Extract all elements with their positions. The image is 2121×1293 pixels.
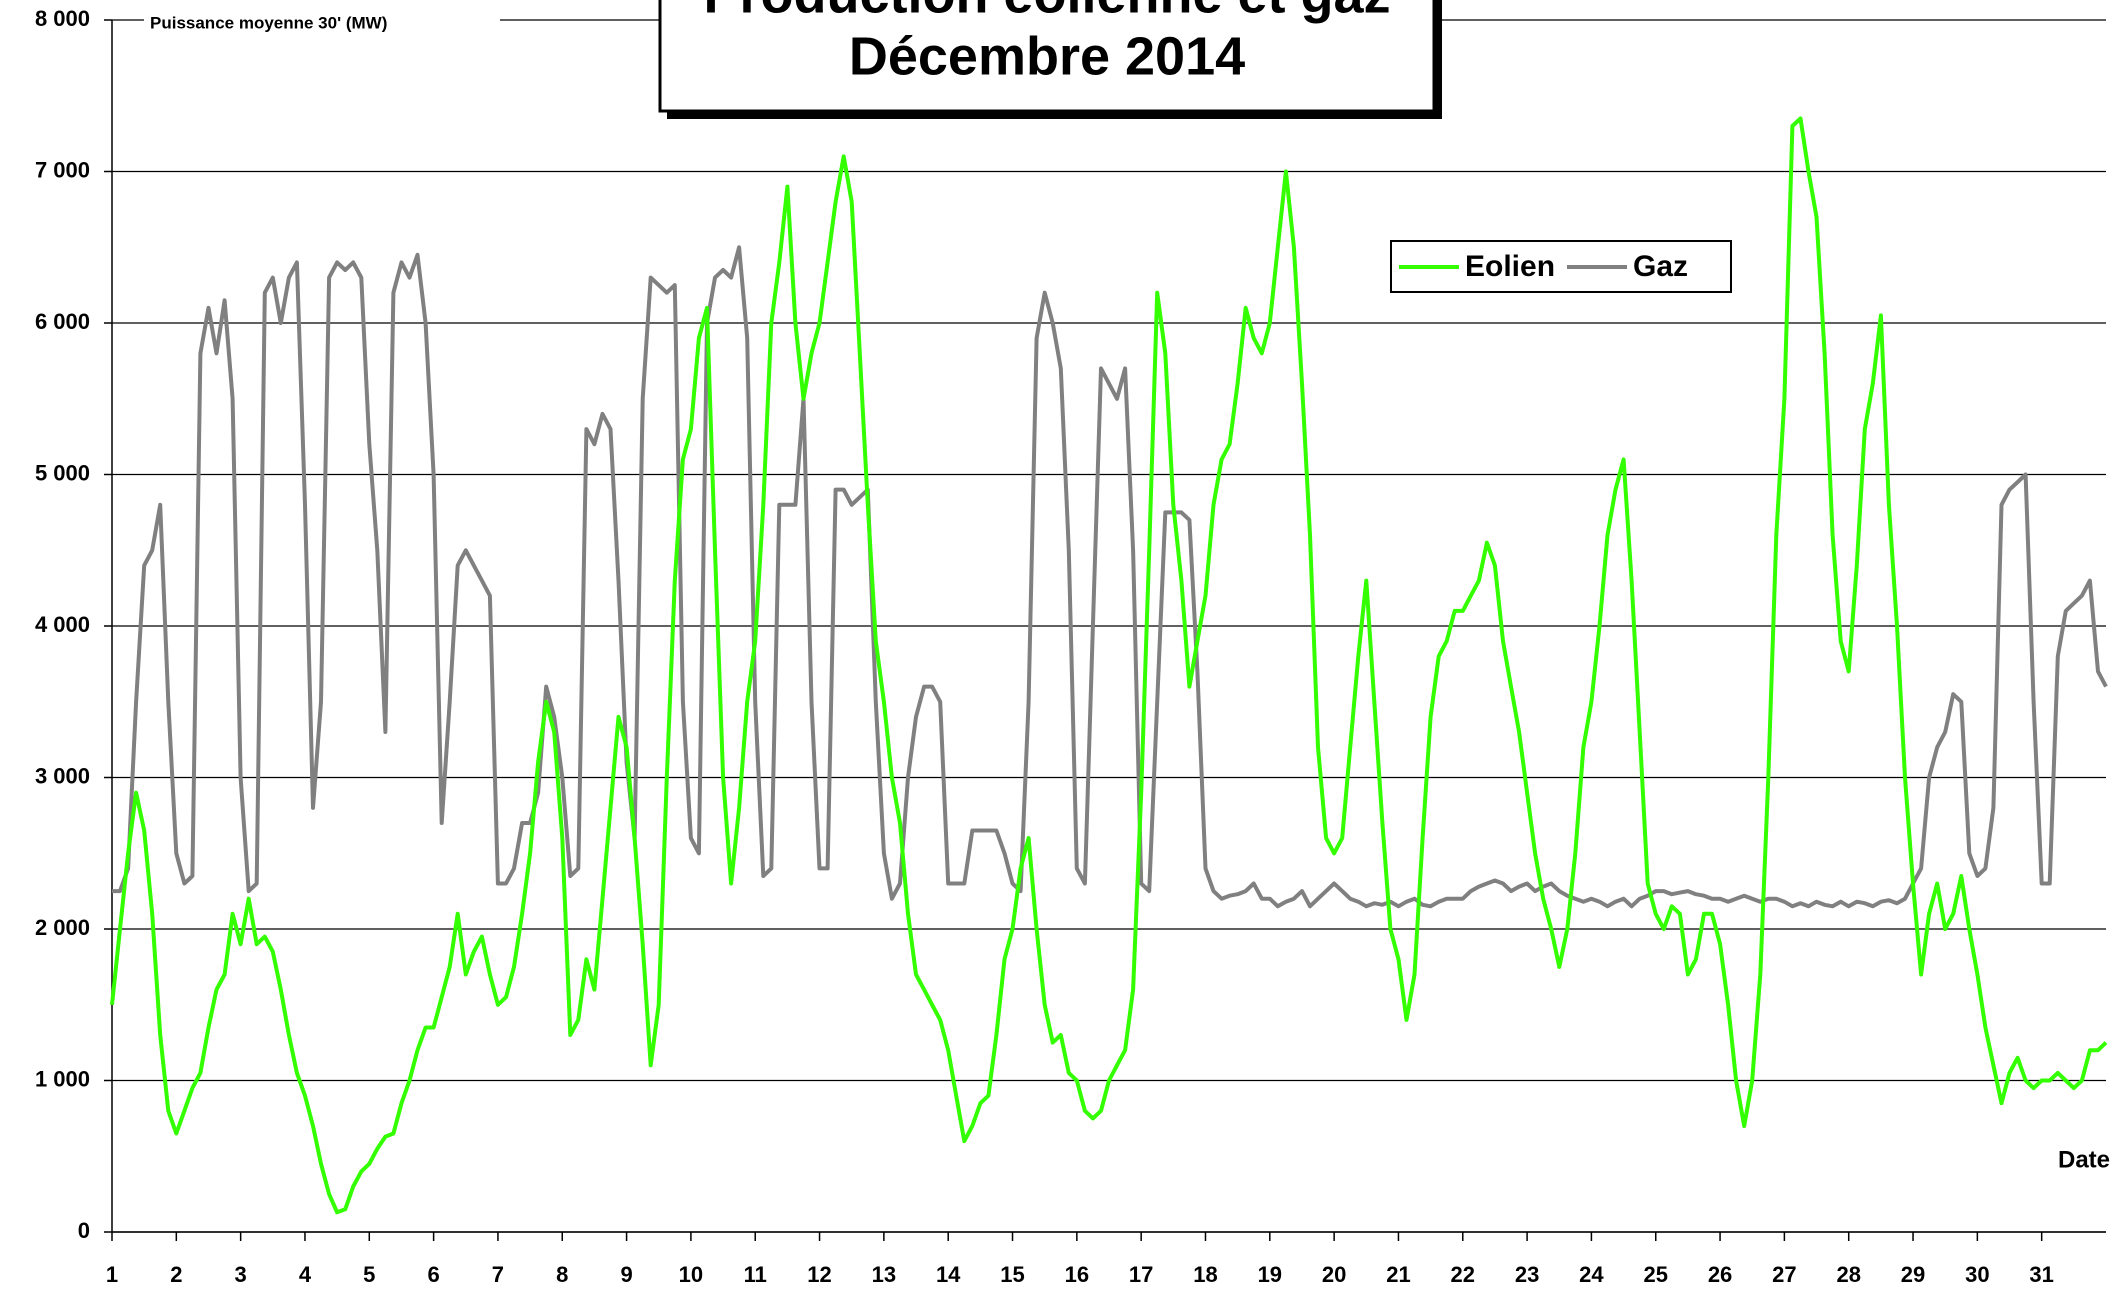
- y-tick-label: 6 000: [35, 309, 90, 334]
- x-tick-label: 14: [936, 1262, 961, 1287]
- x-tick-label: 8: [556, 1262, 568, 1287]
- x-tick-label: 20: [1322, 1262, 1346, 1287]
- x-tick-label: 25: [1643, 1262, 1667, 1287]
- x-tick-label: 15: [1000, 1262, 1024, 1287]
- x-tick-label: 23: [1515, 1262, 1539, 1287]
- y-tick-label: 7 000: [35, 157, 90, 182]
- series-line: [112, 245, 2108, 909]
- x-tick-label: 10: [679, 1262, 703, 1287]
- title-box: [658, 0, 1436, 113]
- y-axis-label: Puissance moyenne 30' (MW): [150, 13, 387, 32]
- x-tick-label: 9: [620, 1262, 632, 1287]
- chart-title: Production éolienne et gaz: [703, 0, 1390, 24]
- x-tick-label: 12: [807, 1262, 831, 1287]
- y-tick-label: 4 000: [35, 612, 90, 637]
- x-tick-label: 30: [1965, 1262, 1989, 1287]
- x-tick-label: 29: [1901, 1262, 1925, 1287]
- x-tick-label: 21: [1386, 1262, 1410, 1287]
- legend-label: Eolien: [1465, 250, 1555, 283]
- x-tick-label: 26: [1708, 1262, 1732, 1287]
- x-tick-label: 2: [170, 1262, 182, 1287]
- x-tick-label: 3: [235, 1262, 247, 1287]
- series-line: [110, 116, 2108, 1215]
- grid: [104, 19, 2106, 1241]
- x-axis-label: Date: [2058, 1146, 2110, 1173]
- y-tick-label: 3 000: [35, 763, 90, 788]
- legend: Eolien Gaz: [1390, 240, 1732, 293]
- x-tick-label: 6: [427, 1262, 439, 1287]
- y-tick-label: 1 000: [35, 1066, 90, 1091]
- y-tick-label: 5 000: [35, 460, 90, 485]
- y-tick-label: 2 000: [35, 915, 90, 940]
- y-tick-label: 8 000: [35, 6, 90, 31]
- x-tick-label: 31: [2029, 1262, 2053, 1287]
- x-tick-label: 18: [1193, 1262, 1217, 1287]
- x-tick-label: 1: [106, 1262, 118, 1287]
- x-tick-label: 24: [1579, 1262, 1604, 1287]
- x-tick-label: 4: [299, 1262, 312, 1287]
- x-tick-label: 27: [1772, 1262, 1796, 1287]
- x-tick-label: 5: [363, 1262, 375, 1287]
- y-tick-label: 0: [78, 1218, 90, 1243]
- legend-label: Gaz: [1633, 250, 1688, 283]
- x-tick-label: 28: [1836, 1262, 1860, 1287]
- x-tick-label: 11: [744, 1262, 767, 1287]
- x-tick-label: 17: [1129, 1262, 1153, 1287]
- x-tick-label: 22: [1451, 1262, 1475, 1287]
- y-label-bg: [144, 12, 500, 36]
- lines: [110, 116, 2108, 1215]
- x-tick-label: 19: [1258, 1262, 1282, 1287]
- chart-subtitle: Décembre 2014: [849, 26, 1245, 86]
- x-tick-label: 7: [492, 1262, 504, 1287]
- x-tick-label: 13: [872, 1262, 896, 1287]
- x-tick-label: 16: [1065, 1262, 1089, 1287]
